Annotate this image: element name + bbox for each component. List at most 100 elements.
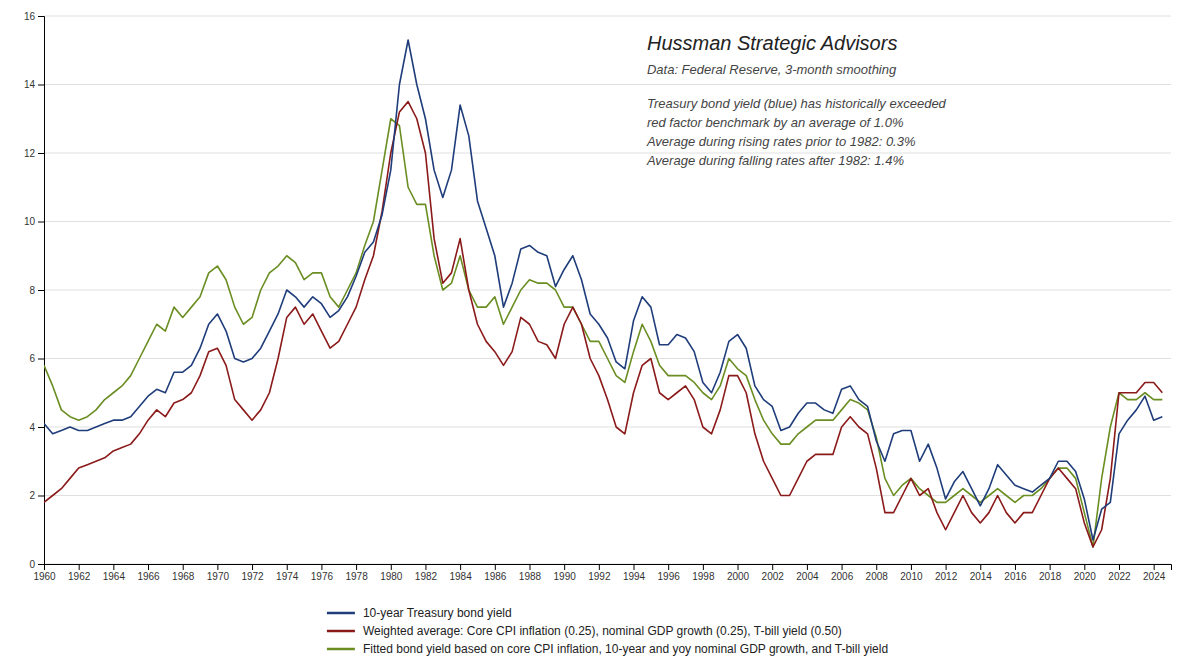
legend: 10-year Treasury bond yield Weighted aver… xyxy=(327,606,888,656)
tick-mark xyxy=(842,564,843,570)
tick-label: 1992 xyxy=(588,571,611,582)
x-tick: 1982 xyxy=(415,564,438,582)
tick-mark xyxy=(38,427,44,428)
x-tick: 2018 xyxy=(1039,564,1062,582)
tick-label: 2016 xyxy=(1004,571,1027,582)
tick-label: 10 xyxy=(24,216,36,227)
tick-mark xyxy=(529,564,530,570)
y-tick: 16 xyxy=(24,11,44,22)
tick-label: 2018 xyxy=(1039,571,1062,582)
tick-label: 2020 xyxy=(1074,571,1097,582)
x-tick: 1960 xyxy=(33,564,56,582)
tick-mark xyxy=(38,222,44,223)
tick-mark xyxy=(391,564,392,570)
tick-label: 1978 xyxy=(345,571,368,582)
tick-mark xyxy=(425,564,426,570)
tick-label: 1990 xyxy=(554,571,577,582)
grid-line xyxy=(44,290,1171,291)
tick-mark xyxy=(217,564,218,570)
x-tick: 1970 xyxy=(207,564,230,582)
series-line xyxy=(44,40,1162,540)
titles: Hussman Strategic AdvisorsData: Federal … xyxy=(646,32,947,168)
tick-mark xyxy=(252,564,253,570)
tick-mark xyxy=(876,564,877,570)
x-axis: 1960 1962 1964 1966 1968 1970 1972 1974 1976 1978… xyxy=(33,564,1171,582)
tick-label: 1996 xyxy=(658,571,681,582)
tick-label: 2008 xyxy=(866,571,889,582)
plot-area: 1960 1962 1964 1966 1968 1970 1972 1974 1976 1978… xyxy=(24,11,1172,582)
x-tick: 1972 xyxy=(241,564,264,582)
tick-label: 1998 xyxy=(692,571,715,582)
tick-label: 2004 xyxy=(796,571,819,582)
tick-label: 6 xyxy=(29,353,35,364)
tick-mark xyxy=(946,564,947,570)
tick-label: 14 xyxy=(24,79,36,90)
x-tick: 1994 xyxy=(623,564,646,582)
tick-mark xyxy=(38,153,44,154)
tick-label: 1994 xyxy=(623,571,646,582)
legend-label: Weighted average: Core CPI inflation (0.… xyxy=(363,624,842,638)
tick-label: 1982 xyxy=(415,571,438,582)
tick-label: 2002 xyxy=(762,571,785,582)
tick-label: 1960 xyxy=(33,571,56,582)
tick-label: 1968 xyxy=(172,571,195,582)
x-tick: 2006 xyxy=(831,564,854,582)
tick-mark xyxy=(356,564,357,570)
tick-label: 1976 xyxy=(311,571,334,582)
tick-mark xyxy=(911,564,912,570)
legend-label: Fitted bond yield based on core CPI infl… xyxy=(363,642,888,656)
tick-mark xyxy=(495,564,496,570)
x-tick: 1968 xyxy=(172,564,195,582)
x-tick: 1966 xyxy=(137,564,160,582)
x-tick: 1990 xyxy=(554,564,577,582)
y-tick: 2 xyxy=(29,490,44,501)
tick-mark xyxy=(1119,564,1120,570)
tick-label: 16 xyxy=(24,11,36,22)
legend-item: Fitted bond yield based on core CPI infl… xyxy=(327,642,888,656)
annotation: Treasury bond yield (blue) has historica… xyxy=(647,96,947,111)
y-grid xyxy=(44,16,1171,564)
grid-line xyxy=(44,16,1171,17)
y-tick: 10 xyxy=(24,216,44,227)
tick-mark xyxy=(38,290,44,291)
x-tick: 2010 xyxy=(900,564,923,582)
legend-label: 10-year Treasury bond yield xyxy=(363,606,512,620)
x-tick: 2022 xyxy=(1108,564,1131,582)
x-tick: 1986 xyxy=(484,564,507,582)
x-tick: 2014 xyxy=(970,564,993,582)
tick-mark xyxy=(1015,564,1016,570)
x-tick: 1964 xyxy=(103,564,126,582)
tick-label: 2012 xyxy=(935,571,958,582)
y-tick: 4 xyxy=(29,422,44,433)
tick-mark xyxy=(1154,564,1155,570)
tick-mark xyxy=(599,564,600,570)
tick-label: 2022 xyxy=(1108,571,1131,582)
legend-swatch xyxy=(327,612,355,615)
tick-mark xyxy=(287,564,288,570)
tick-mark xyxy=(668,564,669,570)
x-tick: 2024 xyxy=(1143,564,1166,582)
grid-line xyxy=(44,153,1171,154)
tick-mark xyxy=(148,564,149,570)
tick-label: 2006 xyxy=(831,571,854,582)
tick-label: 0 xyxy=(29,559,35,570)
axis-line xyxy=(38,17,45,565)
tick-label: 12 xyxy=(24,148,36,159)
tick-label: 8 xyxy=(29,285,35,296)
legend-swatch xyxy=(327,648,355,651)
x-tick: 1962 xyxy=(68,564,91,582)
tick-mark xyxy=(38,85,44,86)
x-tick: 1974 xyxy=(276,564,299,582)
tick-label: 1970 xyxy=(207,571,230,582)
x-tick: 1998 xyxy=(692,564,715,582)
tick-label: 1984 xyxy=(449,571,472,582)
x-tick: 1978 xyxy=(345,564,368,582)
y-tick: 0 xyxy=(29,559,44,570)
tick-label: 2 xyxy=(29,490,35,501)
tick-label: 2010 xyxy=(900,571,923,582)
y-tick: 14 xyxy=(24,79,44,90)
tick-mark xyxy=(38,564,44,565)
x-tick: 2012 xyxy=(935,564,958,582)
series-line xyxy=(44,119,1162,547)
tick-mark xyxy=(38,496,44,497)
